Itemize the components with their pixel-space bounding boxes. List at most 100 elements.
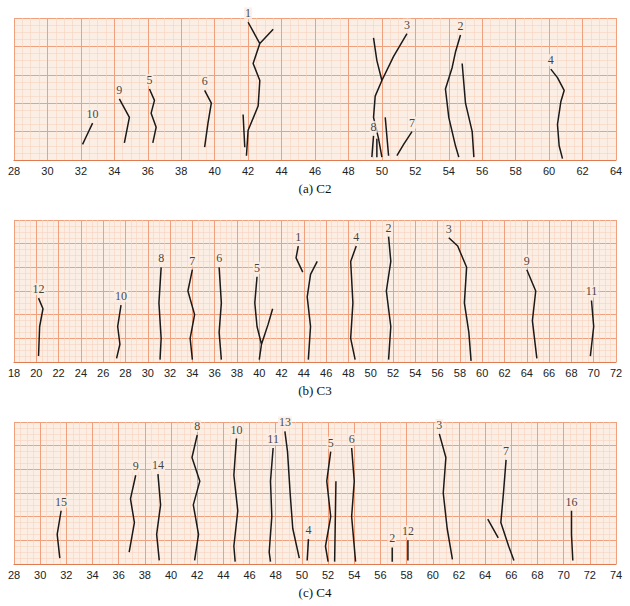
svg-text:52: 52 [387,367,399,379]
svg-text:38: 38 [139,569,151,581]
svg-text:7: 7 [189,254,195,268]
svg-text:34: 34 [108,165,120,177]
svg-text:72: 72 [610,367,622,379]
svg-text:44: 44 [298,367,310,379]
svg-text:9: 9 [524,254,530,268]
svg-text:48: 48 [342,165,354,177]
svg-text:20: 20 [30,367,42,379]
svg-text:16: 16 [566,495,578,509]
svg-text:56: 56 [374,569,386,581]
svg-text:10: 10 [115,289,127,303]
svg-text:64: 64 [610,165,622,177]
svg-text:3: 3 [436,418,442,432]
svg-text:64: 64 [479,569,491,581]
svg-text:11: 11 [267,432,279,446]
svg-text:2: 2 [457,19,463,33]
svg-text:8: 8 [158,251,164,265]
svg-text:64: 64 [521,367,533,379]
svg-text:24: 24 [75,367,87,379]
svg-text:56: 56 [476,165,488,177]
svg-text:40: 40 [253,367,265,379]
svg-text:38: 38 [231,367,243,379]
svg-text:62: 62 [453,569,465,581]
svg-text:42: 42 [275,367,287,379]
svg-text:1: 1 [295,230,301,244]
svg-text:46: 46 [320,367,332,379]
svg-text:58: 58 [510,165,522,177]
svg-text:62: 62 [498,367,510,379]
svg-text:66: 66 [543,367,555,379]
svg-text:56: 56 [432,367,444,379]
svg-text:10: 10 [230,423,242,437]
svg-text:66: 66 [505,569,517,581]
svg-text:9: 9 [133,459,139,473]
svg-text:54: 54 [348,569,360,581]
svg-text:(b) C3: (b) C3 [298,383,332,398]
svg-text:30: 30 [34,569,46,581]
svg-text:4: 4 [548,53,554,67]
svg-text:52: 52 [322,569,334,581]
svg-text:6: 6 [349,432,355,446]
svg-text:68: 68 [565,367,577,379]
svg-text:48: 48 [270,569,282,581]
svg-text:50: 50 [296,569,308,581]
svg-text:22: 22 [52,367,64,379]
svg-text:28: 28 [8,165,20,177]
svg-text:36: 36 [209,367,221,379]
svg-text:44: 44 [275,165,287,177]
svg-text:5: 5 [254,261,260,275]
svg-text:60: 60 [476,367,488,379]
svg-text:46: 46 [243,569,255,581]
svg-text:12: 12 [33,282,45,296]
svg-text:32: 32 [164,367,176,379]
svg-text:1: 1 [245,6,251,20]
svg-text:7: 7 [503,444,509,458]
svg-text:3: 3 [404,18,410,32]
svg-text:44: 44 [217,569,229,581]
svg-text:38: 38 [175,165,187,177]
svg-text:70: 70 [588,367,600,379]
svg-text:28: 28 [8,569,20,581]
svg-text:40: 40 [165,569,177,581]
svg-text:11: 11 [586,284,598,298]
svg-text:6: 6 [216,251,222,265]
svg-text:30: 30 [41,165,53,177]
svg-text:52: 52 [409,165,421,177]
svg-text:34: 34 [186,367,198,379]
svg-text:18: 18 [8,367,20,379]
svg-text:12: 12 [402,524,414,538]
svg-text:15: 15 [55,495,67,509]
svg-text:4: 4 [353,230,359,244]
svg-text:68: 68 [531,569,543,581]
svg-text:5: 5 [328,436,334,450]
svg-text:58: 58 [454,367,466,379]
svg-text:8: 8 [371,120,377,134]
svg-text:74: 74 [610,569,622,581]
svg-text:60: 60 [543,165,555,177]
svg-text:70: 70 [558,569,570,581]
svg-text:32: 32 [75,165,87,177]
svg-text:3: 3 [446,222,452,236]
svg-text:60: 60 [427,569,439,581]
svg-text:2: 2 [389,531,395,545]
svg-text:7: 7 [409,116,415,130]
svg-text:54: 54 [443,165,455,177]
svg-text:4: 4 [305,523,311,537]
svg-text:42: 42 [242,165,254,177]
svg-text:8: 8 [194,419,200,433]
svg-text:5: 5 [146,73,152,87]
svg-text:72: 72 [584,569,596,581]
svg-text:28: 28 [119,367,131,379]
svg-text:10: 10 [87,107,99,121]
svg-text:32: 32 [60,569,72,581]
svg-text:30: 30 [142,367,154,379]
svg-text:58: 58 [400,569,412,581]
svg-text:36: 36 [142,165,154,177]
svg-text:(c) C4: (c) C4 [299,585,332,600]
svg-text:50: 50 [376,165,388,177]
svg-text:9: 9 [116,83,122,97]
svg-text:13: 13 [279,415,291,429]
svg-text:14: 14 [152,458,164,472]
svg-text:50: 50 [365,367,377,379]
svg-text:40: 40 [209,165,221,177]
